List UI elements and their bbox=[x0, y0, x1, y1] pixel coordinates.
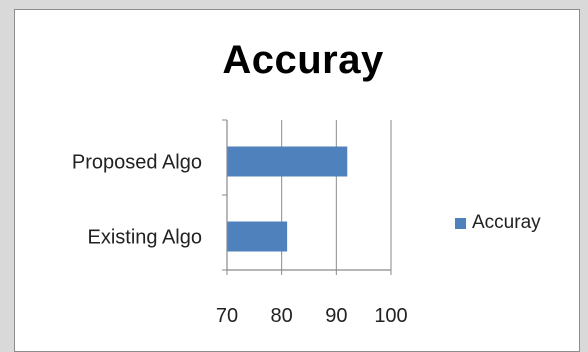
legend-swatch bbox=[455, 217, 466, 229]
x-tick-label: 90 bbox=[325, 305, 347, 327]
x-tick-label: 100 bbox=[374, 305, 407, 327]
chart-title: Accuray bbox=[222, 38, 384, 82]
bar-proposed-algo bbox=[227, 146, 348, 177]
bars bbox=[227, 146, 348, 252]
bar-existing-algo bbox=[227, 221, 288, 252]
x-tick-label: 80 bbox=[271, 305, 293, 327]
grid-lines bbox=[281, 120, 392, 270]
chart-frame bbox=[14, 9, 580, 352]
legend: Accuray bbox=[455, 212, 541, 234]
category-label: Proposed Algo bbox=[72, 152, 202, 174]
axes bbox=[222, 119, 392, 275]
category-label: Existing Algo bbox=[87, 227, 202, 249]
x-tick-label: 70 bbox=[216, 305, 238, 327]
legend-label: Accuray bbox=[472, 212, 541, 233]
labels: 70 80 90 100 Proposed Algo Existing Algo bbox=[72, 152, 408, 328]
